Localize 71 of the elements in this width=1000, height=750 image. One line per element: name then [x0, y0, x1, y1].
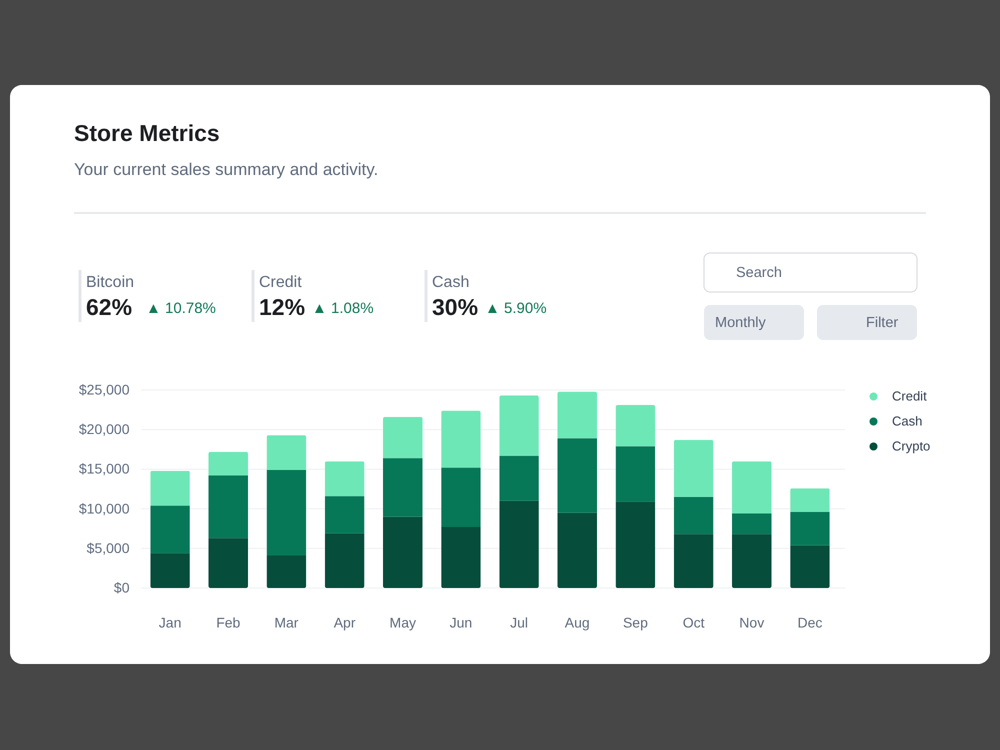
bar	[732, 514, 772, 534]
x-tick-label: Sep	[622, 614, 648, 630]
bar	[324, 461, 364, 496]
x-tick-label: Oct	[682, 614, 705, 630]
bar	[324, 533, 364, 588]
text: Search	[736, 265, 782, 281]
y-tick-label: $10,000	[78, 500, 130, 516]
bar	[382, 458, 423, 517]
bar	[616, 405, 656, 446]
bar	[790, 545, 830, 588]
bar	[557, 392, 598, 438]
legend-label: Cash	[892, 414, 922, 428]
bar	[441, 410, 481, 468]
y-tick-label: $25,000	[78, 382, 130, 398]
x-tick-label: Mar	[274, 614, 299, 630]
x-tick-label: Feb	[216, 614, 241, 630]
bar	[208, 476, 248, 538]
bar	[324, 496, 364, 534]
x-tick-label: Aug	[564, 614, 590, 630]
legend-label: Credit	[892, 388, 928, 404]
text: ▲ 10.78%	[146, 300, 216, 317]
x-tick-label: Apr	[334, 614, 356, 630]
bar	[616, 502, 656, 588]
y-tick-label: $15,000	[78, 460, 130, 477]
bar	[266, 556, 306, 588]
y-tick-label: $5,000	[86, 540, 130, 556]
chart-title: Store Metrics	[74, 120, 220, 146]
text: 62%	[86, 294, 132, 320]
bar	[266, 435, 306, 470]
bar	[499, 456, 539, 501]
x-tick-label: Dec	[797, 614, 822, 630]
bar	[674, 496, 714, 534]
bar	[441, 468, 481, 528]
y-tick-label: $0	[114, 580, 130, 596]
bar	[150, 506, 190, 554]
bar	[674, 534, 714, 588]
x-tick-label: Jul	[510, 614, 528, 630]
bar	[441, 527, 481, 588]
bar	[732, 534, 772, 588]
text: Credit	[259, 274, 302, 291]
bar	[616, 446, 656, 502]
x-tick-label: Jun	[450, 614, 472, 630]
text: 12%	[259, 294, 306, 320]
bar	[208, 452, 248, 476]
bar	[382, 516, 423, 588]
y-tick-label: $20,000	[78, 421, 130, 438]
text: Cash	[432, 274, 470, 291]
bar	[150, 553, 190, 588]
x-tick-label: Nov	[739, 614, 764, 630]
x-tick-label: May	[390, 614, 416, 630]
bar	[499, 396, 539, 456]
bar	[557, 512, 598, 588]
x-tick-label: Jan	[158, 614, 182, 630]
bar	[557, 438, 598, 513]
bar	[266, 470, 306, 556]
bar	[382, 416, 423, 458]
bar	[790, 512, 830, 546]
bar	[790, 488, 830, 512]
bar	[674, 440, 714, 497]
bar	[499, 500, 539, 588]
bar	[150, 470, 190, 506]
bar	[208, 538, 248, 588]
text: Monthly	[715, 315, 767, 331]
text: Bitcoin	[86, 274, 134, 291]
legend-label: Crypto	[892, 438, 930, 454]
chart-subtitle: Your current sales summary and activity.	[74, 160, 378, 179]
bar	[732, 461, 772, 514]
text: 30%	[432, 294, 478, 320]
text: Filter	[866, 315, 898, 331]
text: ▲ 5.90%	[485, 300, 547, 317]
text: ▲ 1.08%	[312, 300, 374, 317]
